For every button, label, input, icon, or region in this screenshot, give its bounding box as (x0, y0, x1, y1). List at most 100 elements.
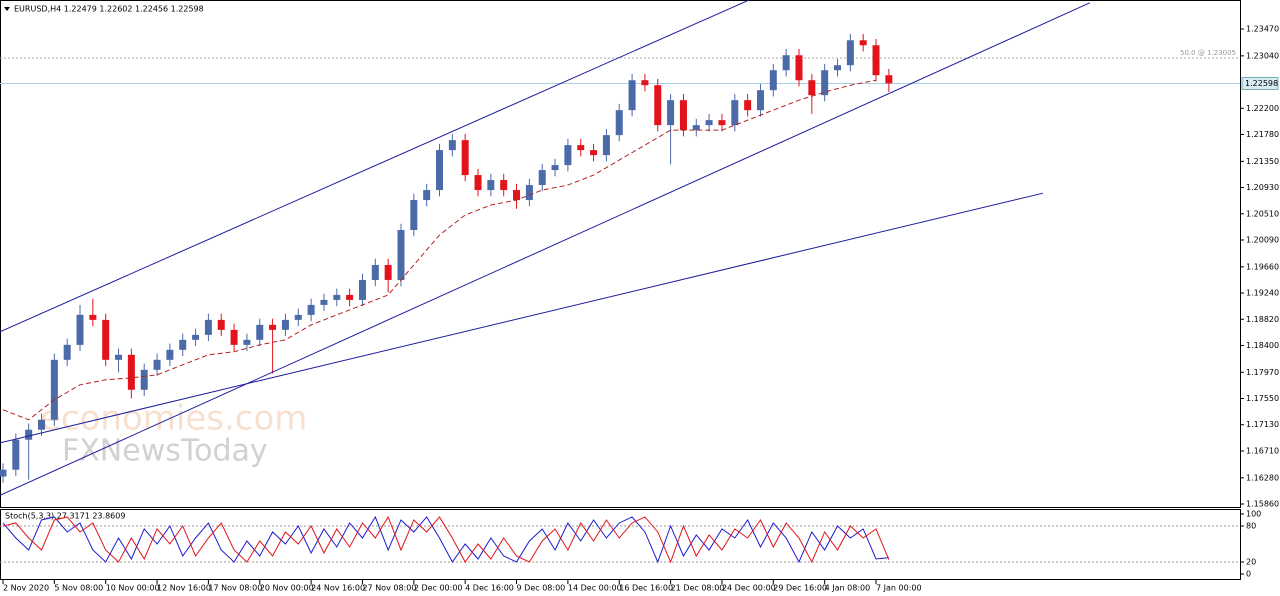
candle-body (756, 90, 764, 111)
candle-body (436, 150, 444, 191)
candle-body (641, 80, 649, 86)
y-tick-label: 1.20930 (1246, 183, 1279, 192)
y-tick-label: 1.17970 (1246, 368, 1279, 377)
x-tick-label: 12 Nov 16:00 (157, 584, 211, 593)
candle-body (0, 469, 7, 477)
candle-body (731, 100, 739, 126)
candle-body (667, 100, 675, 126)
candle-body (538, 170, 546, 186)
trend-line (0, 2, 1090, 496)
y-tick-label: 1.19240 (1246, 289, 1279, 298)
candle-body (371, 264, 379, 280)
y-tick-label: 80 (1246, 521, 1256, 530)
candle-body (654, 85, 662, 126)
candle-body (834, 65, 842, 71)
y-tick-label: 1.22200 (1246, 104, 1279, 113)
candle-body (602, 135, 610, 156)
y-tick-label: 1.23470 (1246, 25, 1279, 34)
main-panel-frame (0, 0, 1241, 508)
y-tick-label: 0 (1246, 569, 1251, 578)
x-tick-label: 9 Dec 08:00 (517, 584, 566, 593)
candle-body (885, 75, 893, 84)
candle-body (333, 294, 341, 300)
candle-body (821, 70, 829, 96)
x-tick-label: 5 Nov 08:00 (54, 584, 103, 593)
moving-average (2, 79, 877, 421)
candle-body (115, 354, 123, 360)
candle-body (615, 110, 623, 136)
x-tick-label: 14 Dec 00:00 (568, 584, 622, 593)
fib-level-label: 50.0 @ 1.23005 (1180, 49, 1236, 57)
candle-body (50, 359, 58, 420)
candle-body (410, 200, 418, 231)
candle-body (256, 324, 264, 340)
candle-body (320, 299, 328, 305)
candle-body (500, 180, 508, 191)
candle-body (423, 190, 431, 201)
candle-body (217, 319, 225, 330)
candle-body (243, 339, 251, 345)
candle-body (795, 55, 803, 81)
x-tick-label: 21 Dec 08:00 (671, 584, 725, 593)
candle-body (89, 314, 97, 320)
y-tick-label: 100 (1246, 509, 1261, 518)
y-tick-label: 1.20510 (1246, 209, 1279, 218)
candle-body (872, 45, 880, 76)
x-tick-label: 27 Nov 08:00 (362, 584, 416, 593)
y-tick-label: 1.20090 (1246, 235, 1279, 244)
last-price-box (1241, 76, 1279, 90)
y-tick-label: 1.21780 (1246, 130, 1279, 139)
candle-body (294, 314, 302, 320)
x-tick-label: 2 Nov 2020 (3, 584, 49, 593)
menu-arrow[interactable] (4, 7, 10, 11)
candle-body (513, 190, 521, 201)
x-tick-label: 24 Nov 16:00 (311, 584, 365, 593)
last-price-label: 1.22598 (1245, 79, 1278, 88)
y-tick-label: 1.19660 (1246, 262, 1279, 271)
candle-body (744, 100, 752, 111)
symbol-header: EURUSD,H4 1.22479 1.22602 1.22456 1.2259… (14, 5, 204, 14)
candle-body (590, 150, 598, 156)
x-tick-label: 29 Dec 16:00 (773, 584, 827, 593)
candle-body (76, 314, 84, 345)
candle-body (679, 100, 687, 131)
candle-body (25, 429, 33, 440)
candle-body (307, 304, 315, 315)
candle-body (204, 319, 212, 335)
stoch-line (2, 515, 890, 564)
candle-body (269, 324, 277, 330)
candle-body (102, 319, 110, 360)
candle-body (281, 319, 289, 330)
y-tick-label: 1.21350 (1246, 157, 1279, 166)
candle-body (179, 339, 187, 350)
candle-body (153, 359, 161, 370)
candle-body (140, 369, 148, 390)
candle-body (564, 145, 572, 166)
y-tick-label: 1.23040 (1246, 51, 1279, 60)
candle-body (127, 354, 135, 390)
candle-body (397, 230, 405, 280)
watermark: economies.com (40, 399, 307, 439)
x-tick-label: 7 Jan 00:00 (876, 584, 922, 593)
y-tick-label: 1.18400 (1246, 341, 1279, 350)
x-tick-label: 17 Nov 08:00 (208, 584, 262, 593)
y-tick-label: 1.18820 (1246, 315, 1279, 324)
stoch-line (2, 515, 889, 564)
trend-line (0, 192, 1044, 444)
candle-body (346, 294, 354, 300)
candle-body (487, 180, 495, 191)
y-tick-label: 1.17130 (1246, 420, 1279, 429)
y-tick-label: 1.17550 (1246, 394, 1279, 403)
candle-body (577, 145, 585, 151)
stoch-panel-frame (0, 509, 1241, 580)
x-tick-label: 24 Dec 00:00 (722, 584, 776, 593)
trend-line (0, 0, 751, 333)
x-tick-label: 4 Jan 08:00 (825, 584, 871, 593)
watermark: FXNewsToday (62, 434, 268, 469)
candle-body (448, 140, 456, 151)
x-tick-label: 16 Dec 16:00 (619, 584, 673, 593)
candle-body (461, 140, 469, 176)
y-tick-label: 1.16280 (1246, 473, 1279, 482)
x-tick-label: 20 Nov 00:00 (260, 584, 314, 593)
